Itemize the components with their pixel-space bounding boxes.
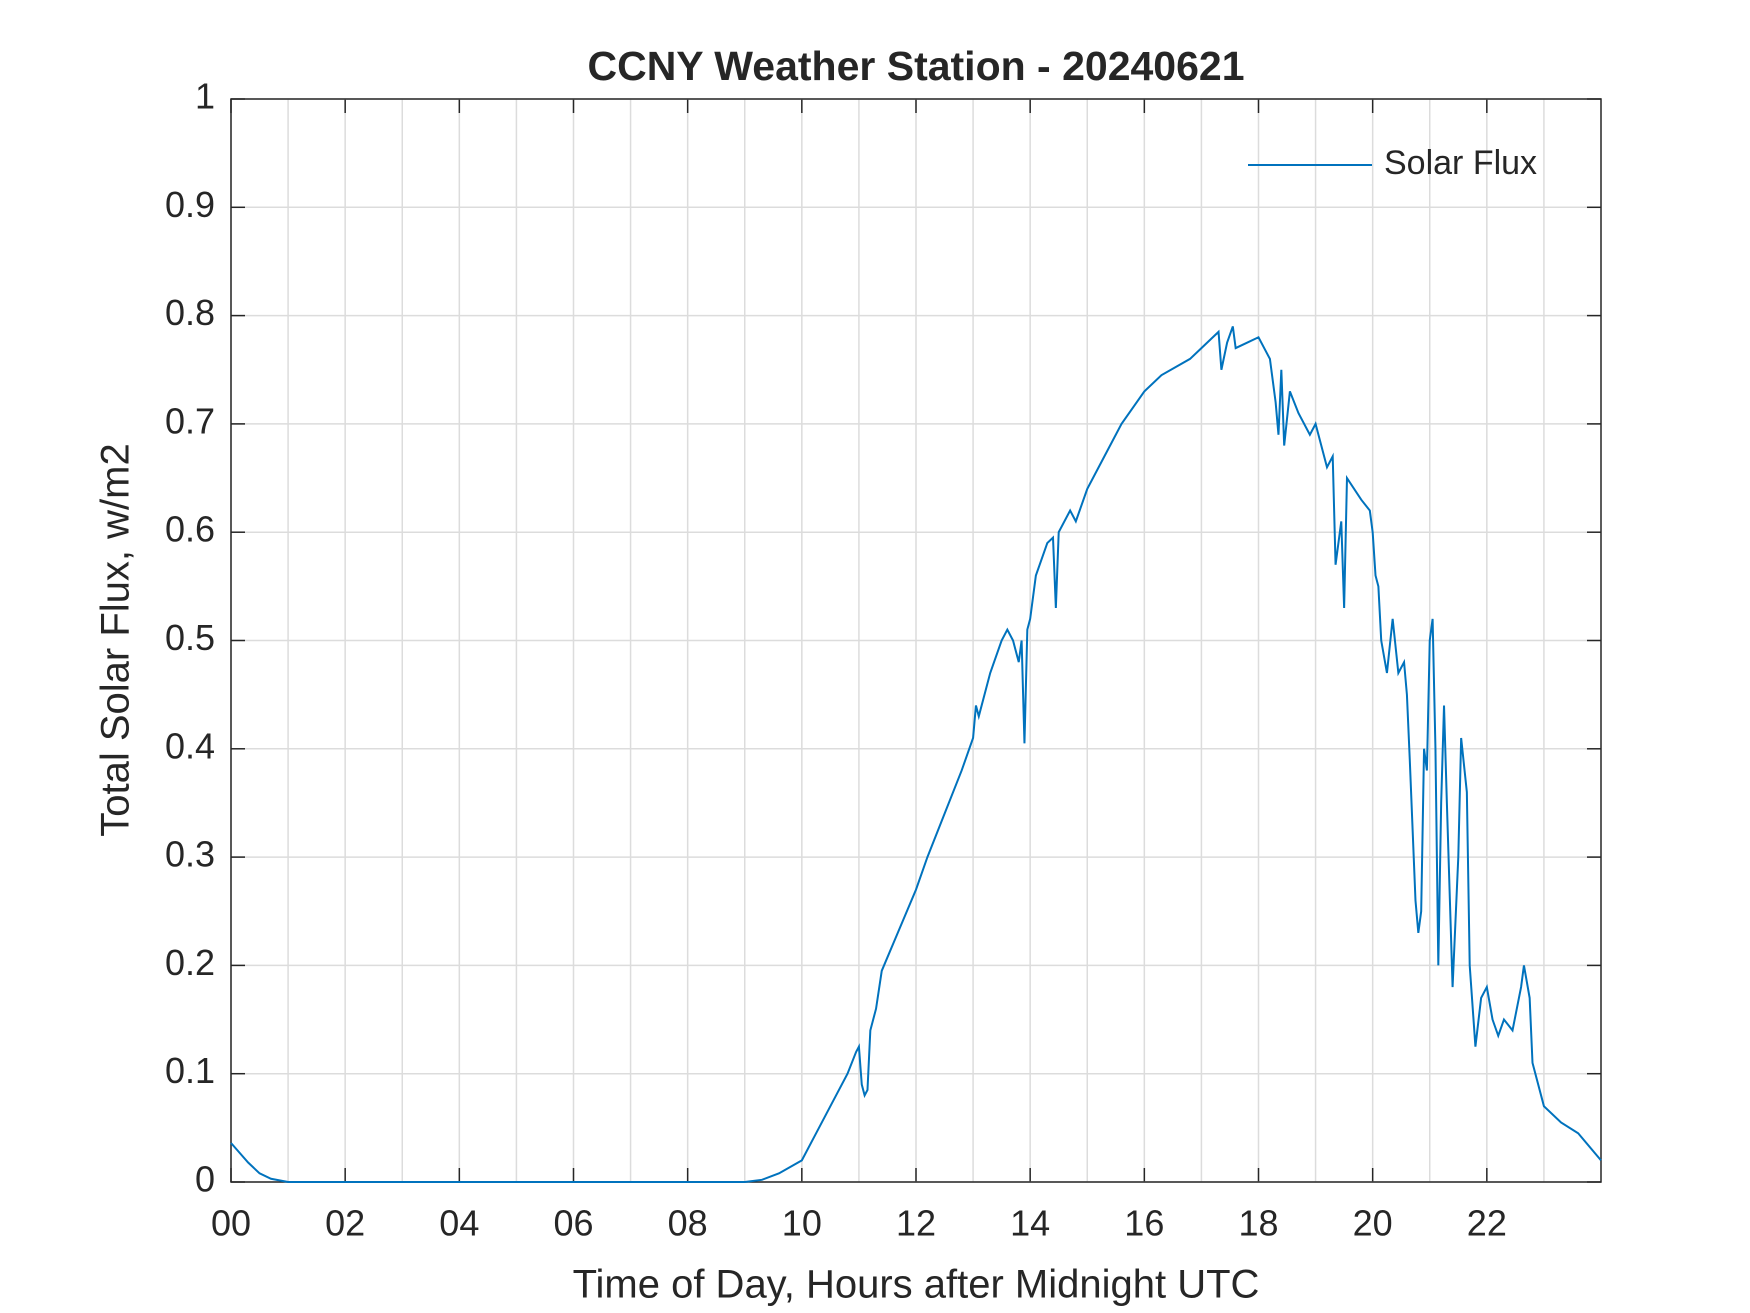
x-tick-label: 18 (1238, 1203, 1278, 1244)
data-line (230, 326, 1602, 1183)
x-tick-label: 02 (325, 1203, 365, 1244)
x-tick-label: 16 (1124, 1203, 1164, 1244)
x-tick-label: 12 (896, 1203, 936, 1244)
plot-frame (230, 98, 1602, 1183)
x-tick-label: 14 (1010, 1203, 1050, 1244)
x-tick-label: 00 (211, 1203, 251, 1244)
x-tick-label: 10 (782, 1203, 822, 1244)
x-tick-label: 06 (553, 1203, 593, 1244)
y-tick-label: 0.8 (165, 292, 215, 333)
legend-label: Solar Flux (1384, 144, 1537, 182)
y-tick-label: 0.2 (165, 942, 215, 983)
x-tick-label: 22 (1467, 1203, 1507, 1244)
x-tick-label: 08 (668, 1203, 708, 1244)
y-axis-label: Total Solar Flux, w/m2 (94, 443, 138, 836)
x-tick-label: 20 (1353, 1203, 1393, 1244)
y-tick-label: 0.5 (165, 617, 215, 658)
y-tick-label: 0.4 (165, 725, 215, 766)
y-tick-label: 0.1 (165, 1050, 215, 1091)
chart-title: CCNY Weather Station - 20240621 (587, 43, 1244, 89)
y-tick-label: 0.7 (165, 400, 215, 441)
y-tick-label: 0.3 (165, 834, 215, 875)
y-tick-label: 1 (195, 76, 215, 117)
y-tick-label: 0.6 (165, 509, 215, 550)
y-tick-label: 0 (195, 1159, 215, 1200)
y-tick-label: 0.9 (165, 184, 215, 225)
x-axis-label: Time of Day, Hours after Midnight UTC (573, 1263, 1260, 1307)
x-tick-label: 04 (439, 1203, 479, 1244)
